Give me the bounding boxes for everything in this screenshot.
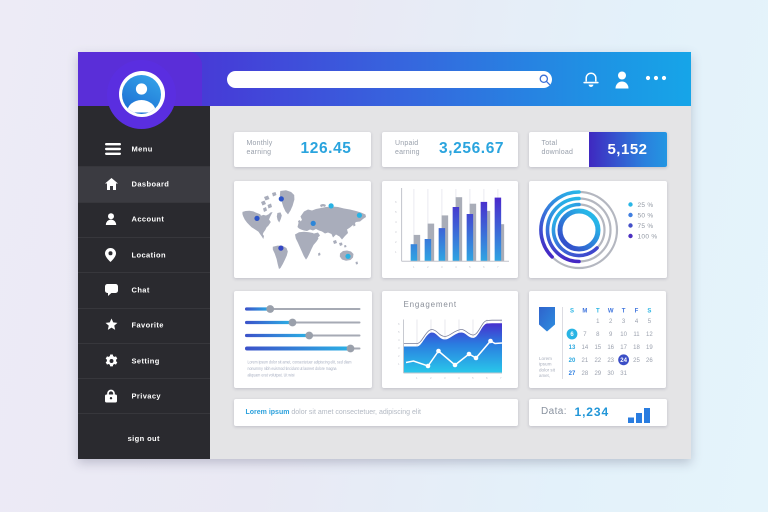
svg-text:2: 2 bbox=[398, 354, 400, 358]
svg-text:25 %: 25 % bbox=[637, 202, 653, 209]
svg-text:T: T bbox=[621, 309, 625, 315]
svg-text:5: 5 bbox=[647, 319, 651, 325]
svg-text:1: 1 bbox=[413, 265, 415, 269]
svg-text:12: 12 bbox=[646, 332, 653, 338]
svg-text:3: 3 bbox=[395, 230, 397, 234]
svg-text:3: 3 bbox=[444, 376, 446, 380]
svg-text:4: 4 bbox=[458, 376, 460, 380]
svg-text:75 %: 75 % bbox=[637, 223, 653, 230]
svg-text:23: 23 bbox=[607, 358, 614, 364]
svg-text:5: 5 bbox=[395, 210, 397, 214]
svg-text:4: 4 bbox=[455, 265, 457, 269]
svg-text:1: 1 bbox=[596, 319, 600, 325]
svg-text:19: 19 bbox=[646, 345, 653, 351]
svg-text:4: 4 bbox=[398, 338, 400, 342]
svg-text:T: T bbox=[595, 309, 599, 315]
svg-text:5: 5 bbox=[398, 330, 400, 334]
svg-text:2: 2 bbox=[609, 319, 613, 325]
svg-text:6: 6 bbox=[486, 376, 488, 380]
svg-text:ipsum: ipsum bbox=[539, 362, 552, 367]
svg-text:15: 15 bbox=[594, 345, 601, 351]
svg-text:6: 6 bbox=[395, 200, 397, 204]
svg-text:24: 24 bbox=[620, 358, 627, 364]
svg-text:2: 2 bbox=[430, 376, 432, 380]
svg-text:F: F bbox=[634, 309, 638, 315]
svg-text:W: W bbox=[607, 309, 613, 315]
svg-text:50 %: 50 % bbox=[637, 213, 653, 220]
svg-text:1: 1 bbox=[398, 362, 400, 366]
svg-text:4: 4 bbox=[634, 319, 638, 325]
svg-text:13: 13 bbox=[568, 345, 575, 351]
svg-text:M: M bbox=[582, 309, 587, 315]
svg-text:2: 2 bbox=[395, 240, 397, 244]
svg-text:17: 17 bbox=[620, 345, 627, 351]
svg-text:8: 8 bbox=[596, 332, 600, 338]
svg-text:4: 4 bbox=[395, 220, 397, 224]
svg-text:31: 31 bbox=[620, 371, 627, 377]
svg-text:S: S bbox=[569, 309, 573, 315]
svg-text:5: 5 bbox=[469, 265, 471, 269]
svg-text:26: 26 bbox=[646, 358, 653, 364]
svg-text:6: 6 bbox=[483, 265, 485, 269]
svg-text:7: 7 bbox=[497, 265, 499, 269]
svg-text:22: 22 bbox=[594, 358, 601, 364]
svg-text:100 %: 100 % bbox=[637, 234, 657, 241]
svg-text:5: 5 bbox=[472, 376, 474, 380]
svg-text:Lorem: Lorem bbox=[539, 356, 552, 361]
svg-text:6: 6 bbox=[398, 322, 400, 326]
svg-text:25: 25 bbox=[633, 358, 640, 364]
svg-text:7: 7 bbox=[500, 376, 502, 380]
svg-text:3: 3 bbox=[621, 319, 625, 325]
svg-text:amet,: amet, bbox=[539, 373, 550, 378]
svg-text:10: 10 bbox=[620, 332, 627, 338]
svg-text:27: 27 bbox=[568, 371, 575, 377]
svg-text:6: 6 bbox=[570, 332, 574, 338]
svg-text:9: 9 bbox=[609, 332, 613, 338]
svg-text:28: 28 bbox=[581, 371, 588, 377]
svg-text:2: 2 bbox=[427, 265, 429, 269]
svg-text:29: 29 bbox=[594, 371, 601, 377]
svg-text:18: 18 bbox=[633, 345, 640, 351]
svg-text:14: 14 bbox=[581, 345, 588, 351]
svg-text:30: 30 bbox=[607, 371, 614, 377]
svg-text:S: S bbox=[647, 309, 651, 315]
svg-text:3: 3 bbox=[441, 265, 443, 269]
svg-text:nonummy nibh euismod tincidunt: nonummy nibh euismod tincidunt ut laoree… bbox=[247, 366, 336, 372]
svg-text:21: 21 bbox=[581, 358, 588, 364]
svg-text:aliquam erat volutpat. Ut wisi: aliquam erat volutpat. Ut wisi bbox=[247, 373, 294, 379]
svg-text:1: 1 bbox=[416, 376, 418, 380]
svg-text:7: 7 bbox=[583, 332, 587, 338]
svg-text:1: 1 bbox=[395, 250, 397, 254]
svg-text:11: 11 bbox=[633, 332, 640, 338]
svg-text:16: 16 bbox=[607, 345, 614, 351]
svg-text:3: 3 bbox=[398, 346, 400, 350]
svg-text:Lorem ipsum dolor sit amet, co: Lorem ipsum dolor sit amet, consectetuer… bbox=[247, 360, 351, 366]
svg-text:20: 20 bbox=[568, 358, 575, 364]
svg-text:dolor sit: dolor sit bbox=[539, 367, 556, 372]
